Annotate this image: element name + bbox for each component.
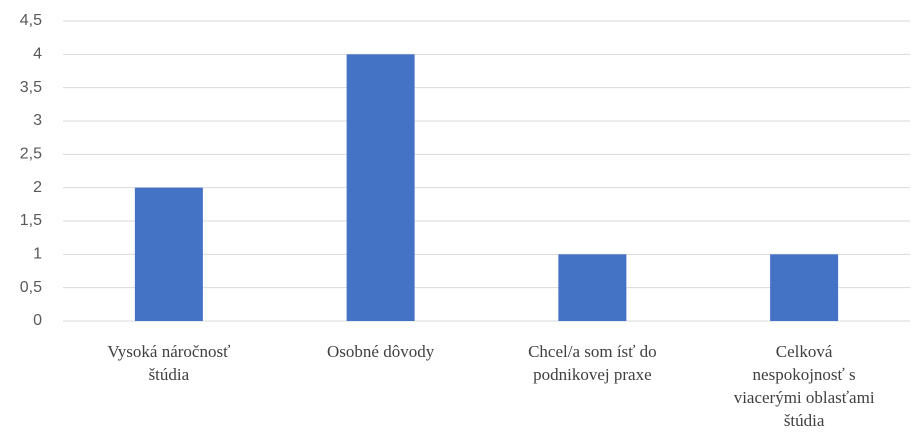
bar (770, 254, 839, 321)
x-tick-label: Vysoká náročnosť štúdia (107, 342, 230, 384)
x-tick-line: štúdia (149, 365, 190, 384)
x-tick-line: nespokojnosť s (753, 365, 856, 384)
x-tick-line: štúdia (784, 411, 825, 430)
y-tick-label: 3,5 (20, 79, 42, 96)
x-tick-label: Chcel/a som ísť do podnikovej praxe (528, 342, 657, 384)
y-tick-label: 2,5 (20, 146, 42, 163)
x-tick-line: Chcel/a som ísť do (528, 342, 657, 361)
y-tick-label: 3 (33, 112, 42, 129)
x-tick-line: Vysoká náročnosť (107, 342, 230, 361)
y-tick-label: 2 (33, 179, 42, 196)
y-tick-label: 0 (33, 312, 42, 329)
y-tick-label: 1 (33, 246, 42, 263)
x-tick-line: viacerými oblasťami (734, 388, 875, 407)
x-tick-label: Celková nespokojnosť s viacerými oblasťami… (734, 342, 875, 430)
y-tick-label: 4 (33, 46, 42, 63)
y-tick-label: 0,5 (20, 279, 42, 296)
bar (134, 187, 203, 321)
y-tick-label: 1,5 (20, 212, 42, 229)
x-tick-line: Celková (776, 342, 833, 361)
y-tick-label: 4,5 (20, 12, 42, 29)
x-tick-line: Osobné dôvody (327, 342, 435, 361)
x-tick-label: Osobné dôvody (327, 342, 435, 361)
bar (346, 54, 415, 321)
x-tick-line: podnikovej praxe (533, 365, 652, 384)
bar (558, 254, 627, 321)
